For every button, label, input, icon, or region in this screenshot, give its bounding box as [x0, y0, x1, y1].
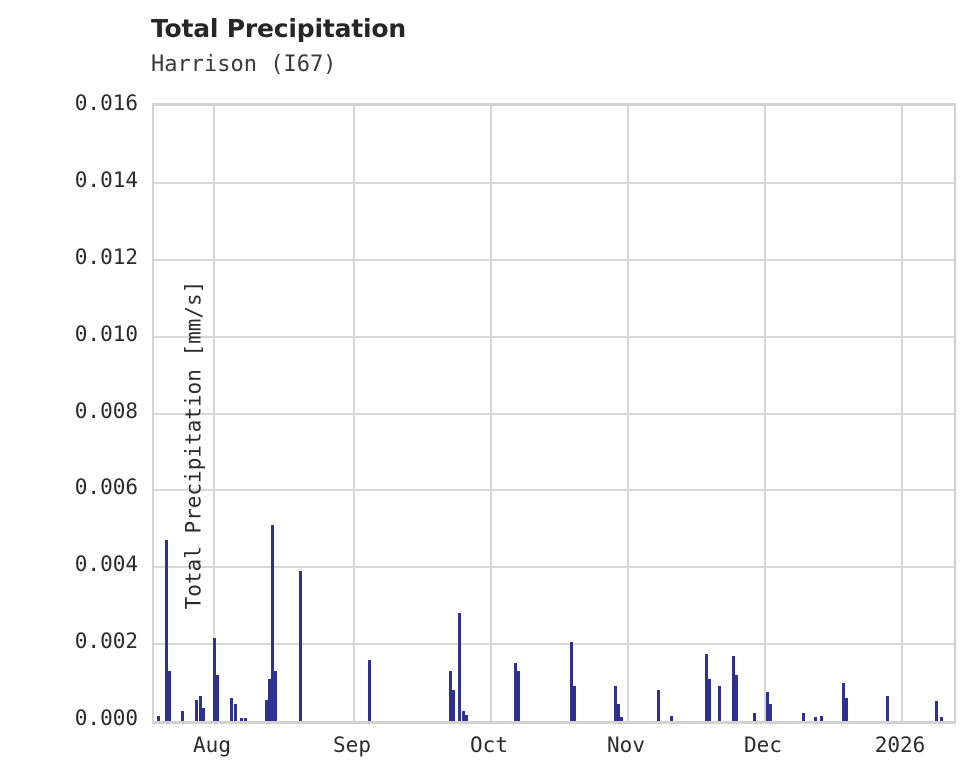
bar — [842, 682, 845, 721]
gridline — [154, 258, 954, 261]
x-tick-label: Sep — [333, 733, 371, 757]
gridline — [154, 566, 954, 569]
bar — [274, 671, 277, 721]
gridline — [901, 106, 903, 721]
bar — [517, 671, 520, 721]
bar — [165, 540, 168, 721]
bar — [708, 678, 711, 721]
y-tick-label: 0.010 — [74, 321, 138, 346]
gridline — [764, 106, 766, 721]
y-tick-label: 0.012 — [74, 244, 138, 269]
x-tick-label: Dec — [744, 733, 782, 757]
gridline — [154, 181, 954, 184]
bar — [244, 717, 247, 721]
y-tick-label: 0.008 — [74, 398, 138, 423]
gridline — [154, 489, 954, 492]
bar — [265, 699, 268, 721]
bar — [458, 613, 461, 721]
gridline — [154, 412, 954, 415]
bar — [230, 697, 233, 721]
x-tick-label: 2026 — [874, 733, 926, 757]
y-tick-label: 0.004 — [74, 552, 138, 577]
bar — [299, 571, 302, 721]
bar — [573, 686, 576, 721]
gridline — [627, 106, 629, 721]
bar — [465, 715, 468, 721]
x-axis-tick-labels: Aug Sep Oct Nov Dec 2026 — [0, 733, 980, 765]
bar — [462, 711, 465, 721]
y-tick-label: 0.016 — [74, 91, 138, 115]
bar-series-total-precipitation — [154, 106, 954, 721]
bar — [452, 690, 455, 721]
bar — [657, 690, 660, 721]
y-tick-label: 0.002 — [74, 629, 138, 654]
bar — [802, 712, 805, 721]
bar — [195, 699, 198, 721]
y-axis-title: Total Precipitation [mm/s] — [181, 280, 206, 610]
bar — [935, 701, 938, 721]
bar — [268, 678, 271, 721]
plot-area: Total Precipitation [mm/s] — [152, 103, 956, 724]
bar — [614, 686, 617, 721]
gridline — [154, 643, 954, 646]
bar — [168, 671, 171, 721]
bar — [449, 671, 452, 721]
bar — [940, 717, 943, 721]
gridline — [353, 106, 355, 721]
bar — [766, 692, 769, 721]
x-tick-label: Oct — [470, 733, 508, 757]
bar — [735, 674, 738, 721]
x-tick-label: Aug — [193, 733, 231, 757]
y-tick-label: 0.014 — [74, 167, 138, 192]
bar — [202, 707, 205, 721]
bar — [705, 653, 708, 721]
bar — [753, 713, 756, 721]
bar — [181, 711, 184, 721]
bar — [814, 717, 817, 721]
bar — [620, 717, 623, 721]
bar — [617, 703, 620, 721]
bar — [240, 717, 243, 721]
gridline — [490, 106, 492, 721]
y-tick-label: 0.006 — [74, 475, 138, 500]
y-tick-label: 0.000 — [74, 706, 138, 730]
gridline — [213, 106, 215, 721]
bar — [199, 696, 202, 721]
bar — [157, 716, 160, 721]
y-axis-tick-labels: 0.000 0.002 0.004 0.006 0.008 0.010 0.012 0.014… — [0, 91, 138, 730]
bar — [514, 663, 517, 721]
bar — [216, 674, 219, 721]
bar — [820, 716, 823, 721]
bar — [234, 703, 237, 721]
bar — [845, 697, 848, 721]
bar — [769, 703, 772, 721]
bar — [886, 696, 889, 721]
chart-title: Total Precipitation — [151, 14, 406, 43]
bar — [570, 642, 573, 721]
bar — [368, 659, 371, 721]
chart-subtitle: Harrison (I67) — [151, 52, 337, 77]
bar — [271, 524, 274, 721]
bar — [670, 716, 673, 721]
x-tick-label: Nov — [607, 733, 645, 757]
bar — [213, 638, 216, 721]
bar — [718, 686, 721, 721]
bar — [732, 655, 735, 721]
gridline — [154, 335, 954, 338]
